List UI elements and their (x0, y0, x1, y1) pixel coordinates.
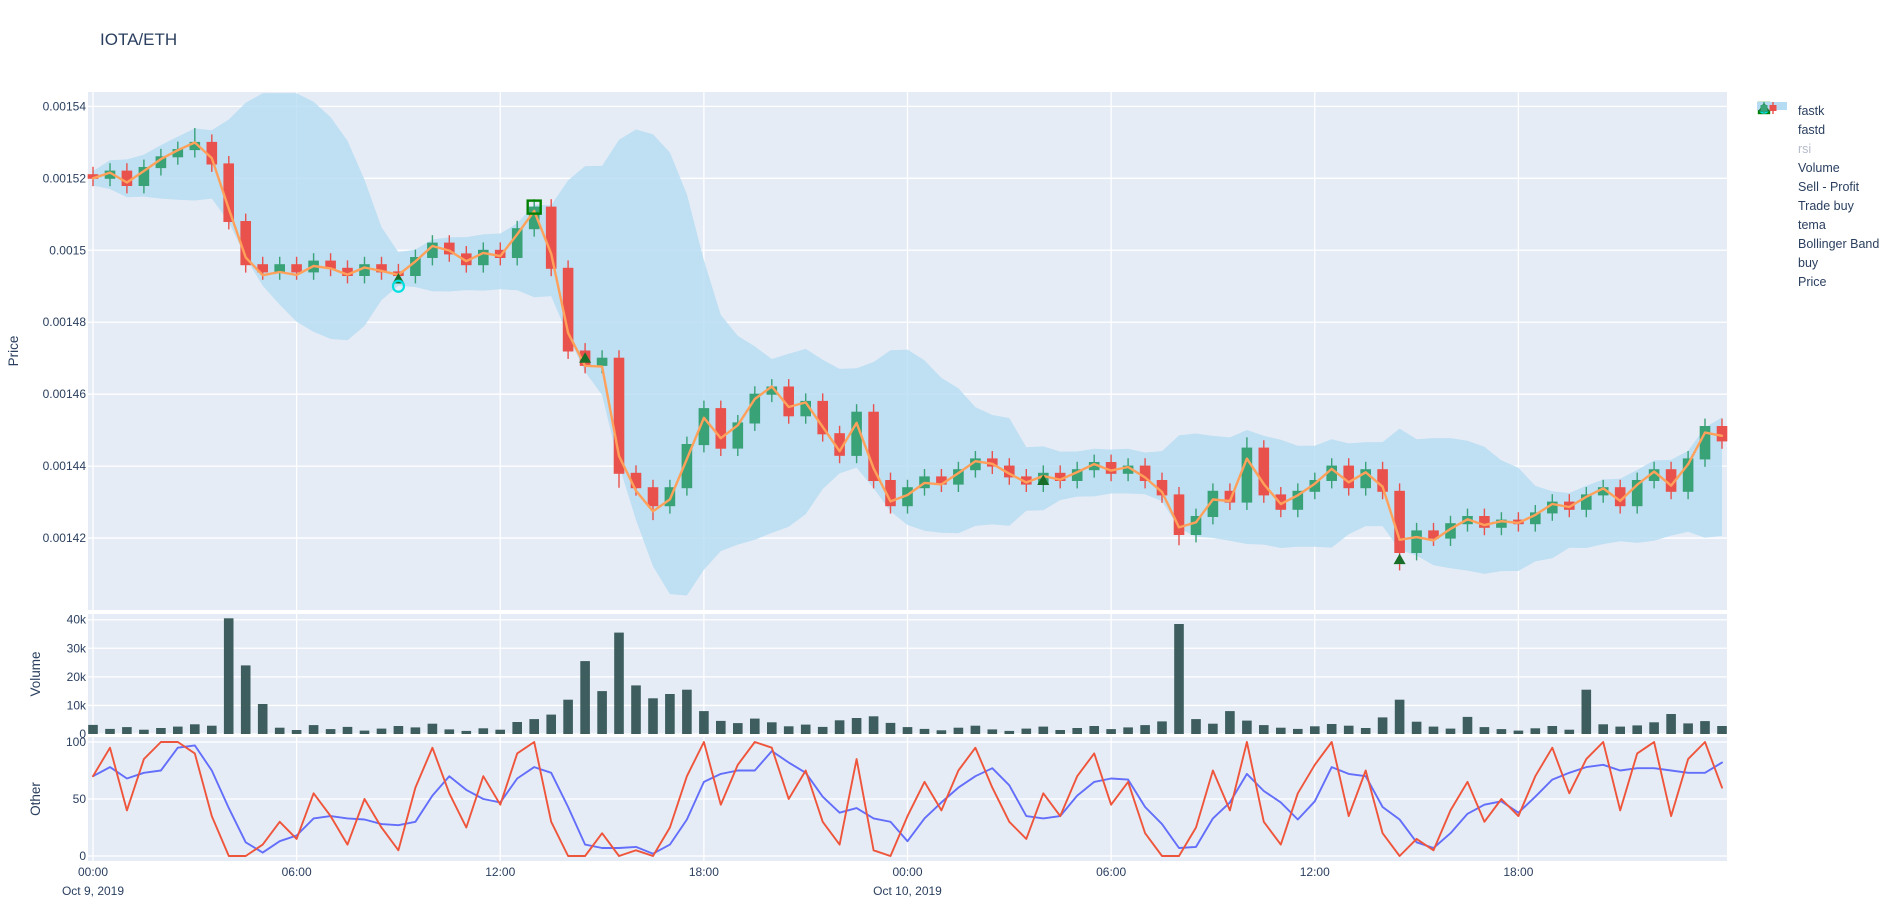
x-tick: 12:00 (1300, 865, 1330, 879)
legend-item-rsi[interactable]: rsi (1757, 102, 1879, 158)
x-tick: 06:00 (1096, 865, 1126, 879)
x-tick: 18:00 (689, 865, 719, 879)
x-tick: 12:00 (485, 865, 515, 879)
x-tick: 00:00 (892, 865, 922, 879)
legend-item-label: fastk (1798, 103, 1825, 118)
legend-item-label: Volume (1798, 160, 1840, 175)
price-tick: 0.0015 (49, 243, 86, 257)
chart-legend: fastk fastd rsi Volume Sell - Profit Trade bu… (1757, 101, 1879, 291)
legend-item-label: Bollinger Band (1798, 236, 1880, 251)
other-tick: 100 (66, 735, 86, 749)
x-date-label: Oct 10, 2019 (873, 884, 942, 898)
legend-item-label: Sell - Profit (1798, 179, 1860, 194)
price-axis-title: Price (6, 336, 21, 367)
legend-item-fastd[interactable]: fastd (1757, 102, 1879, 139)
other-axis-title: Other (28, 782, 43, 816)
volume-tick: 20k (67, 670, 87, 684)
buy-marker (1037, 474, 1050, 485)
legend-item-label: rsi (1798, 141, 1812, 156)
price-tick: 0.00142 (43, 531, 87, 545)
price-tick: 0.00154 (43, 99, 87, 113)
buy-marker (1393, 553, 1406, 565)
legend-item-label: Trade buy (1798, 198, 1854, 213)
legend-item-trade-buy[interactable]: Trade buy (1757, 102, 1879, 215)
legend-item-price[interactable]: Price (1757, 102, 1879, 291)
legend-item-volume[interactable]: Volume (1757, 102, 1879, 177)
price-tick: 0.00148 (43, 315, 87, 329)
other-tick: 0 (79, 849, 86, 863)
price-tick: 0.00146 (43, 387, 87, 401)
legend-item-label: Price (1798, 274, 1827, 289)
legend-item-tema[interactable]: tema (1757, 102, 1879, 234)
volume-axis-title: Volume (28, 651, 43, 696)
buy-marker (579, 352, 592, 363)
volume-tick: 30k (67, 641, 87, 655)
legend-item-label: buy (1798, 255, 1819, 270)
volume-tick: 40k (67, 613, 87, 627)
legend-item-bollinger-band[interactable]: Bollinger Band (1757, 102, 1880, 253)
legend-item-sell-profit[interactable]: Sell - Profit (1757, 101, 1879, 196)
volume-series (88, 618, 1727, 734)
sell-profit-marker (526, 199, 542, 215)
volume-tick: 0 (79, 727, 86, 741)
legend-item-label: fastd (1798, 122, 1826, 137)
x-tick: 18:00 (1503, 865, 1533, 879)
volume-tick: 10k (67, 698, 87, 712)
x-tick: 00:00 (78, 865, 108, 879)
legend-item-buy[interactable]: buy (1757, 102, 1879, 272)
fastk-series (92, 741, 1723, 857)
price-tick: 0.00152 (43, 171, 87, 185)
legend-item-label: tema (1798, 217, 1826, 232)
tema-series (91, 141, 1724, 542)
x-date-label: Oct 9, 2019 (62, 884, 124, 898)
price-tick: 0.00144 (43, 459, 87, 473)
bollinger-band-series (93, 93, 1722, 596)
chart-title: IOTA/ETH (100, 30, 178, 49)
x-tick: 06:00 (282, 865, 312, 879)
trade-buy-marker (391, 279, 406, 293)
fastd-series (92, 744, 1723, 855)
other-tick: 50 (73, 792, 87, 806)
